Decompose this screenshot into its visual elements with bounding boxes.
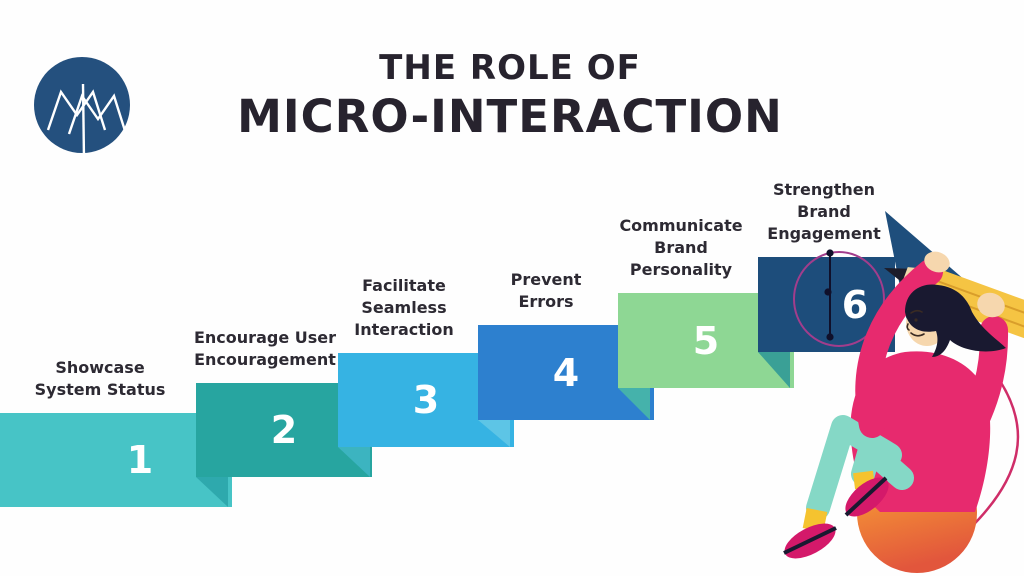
step-5-label: Communicate Brand Personality	[619, 215, 743, 279]
sock-right	[853, 470, 875, 490]
face	[906, 300, 948, 346]
hand-right	[977, 292, 1005, 318]
step-3-label: Facilitate Seamless Interaction	[354, 275, 454, 339]
leg-left	[806, 415, 902, 520]
pink-swoosh-curve	[945, 361, 1020, 551]
logo-circle	[34, 57, 130, 153]
shoe-left	[783, 523, 837, 559]
step-3-number: 3	[412, 378, 440, 422]
step-6-label: Strengthen Brand Engagement	[767, 179, 881, 243]
hair	[905, 284, 1006, 357]
title-line-1: THE ROLE OF	[379, 48, 641, 88]
hand-left	[924, 251, 950, 273]
mm-monogram-icon	[46, 83, 128, 161]
page-title: THE ROLE OF MICRO-INTERACTION	[200, 48, 820, 143]
step-4-number: 4	[552, 350, 580, 395]
step-5-number: 5	[692, 318, 720, 363]
arm-right	[944, 316, 1009, 466]
step-2-label: Encourage User Encouragement	[193, 327, 336, 369]
title-line-2: MICRO-INTERACTION	[237, 89, 783, 143]
face-features	[906, 309, 925, 337]
step-6-number: 6	[841, 282, 869, 327]
leg-right	[851, 438, 914, 490]
step-1-label: Showcase System Status	[34, 357, 166, 399]
orange-ball	[857, 453, 977, 573]
sock-left	[802, 507, 828, 533]
step-1-number: 1	[126, 438, 154, 482]
step-4-label: Prevent Errors	[510, 269, 582, 311]
step-1-block	[0, 413, 232, 507]
brand-logo	[34, 57, 130, 161]
sweater	[850, 351, 991, 512]
step-2-number: 2	[270, 408, 298, 452]
pencil-icon	[884, 267, 1024, 400]
shoe-right	[844, 476, 889, 517]
